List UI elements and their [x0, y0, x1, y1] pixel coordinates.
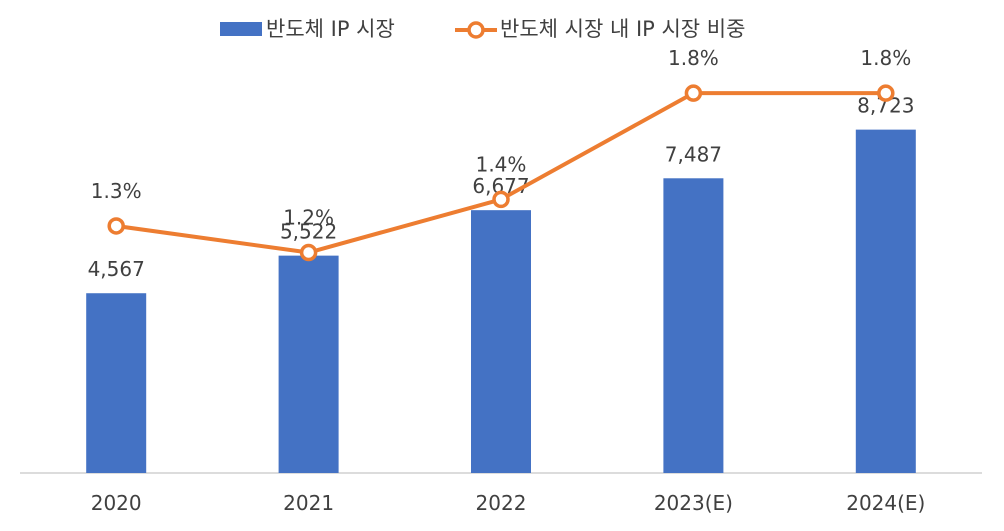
x-tick-label: 2023(E) [654, 491, 733, 515]
legend: 반도체 IP 시장 반도체 시장 내 IP 시장 비중 [220, 17, 745, 41]
bar-value-label: 4,567 [88, 257, 145, 281]
line-point [877, 84, 895, 102]
bar [471, 210, 531, 473]
line-value-label: 1.8% [668, 46, 719, 70]
legend-swatch-bar [220, 22, 262, 36]
x-tick-label: 2020 [91, 491, 142, 515]
line-point [107, 217, 125, 235]
line-point [684, 84, 703, 102]
legend-label-bar: 반도체 IP 시장 [266, 17, 395, 41]
line-value-label: 1.2% [283, 206, 334, 230]
line-value-label: 1.8% [860, 46, 911, 70]
line-value-label: 1.4% [476, 152, 527, 176]
line-value-label: 1.3% [91, 179, 142, 203]
bar-value-label: 5,522 [280, 220, 337, 244]
bar [86, 293, 147, 473]
bar [855, 129, 916, 474]
line-point [299, 243, 318, 262]
x-tick-label: 2024(E) [846, 491, 925, 515]
legend-label-line: 반도체 시장 내 IP 시장 비중 [500, 17, 745, 41]
bar [663, 178, 724, 473]
x-tick-label: 2022 [476, 491, 527, 515]
bar-value-label: 7,487 [665, 142, 722, 166]
bar [278, 255, 339, 473]
legend-marker-icon [467, 21, 485, 39]
plot-area: 4,56720205,52220216,67720227,4872023(E)8… [20, 46, 982, 515]
line-point [492, 190, 510, 209]
x-tick-label: 2021 [283, 491, 334, 515]
